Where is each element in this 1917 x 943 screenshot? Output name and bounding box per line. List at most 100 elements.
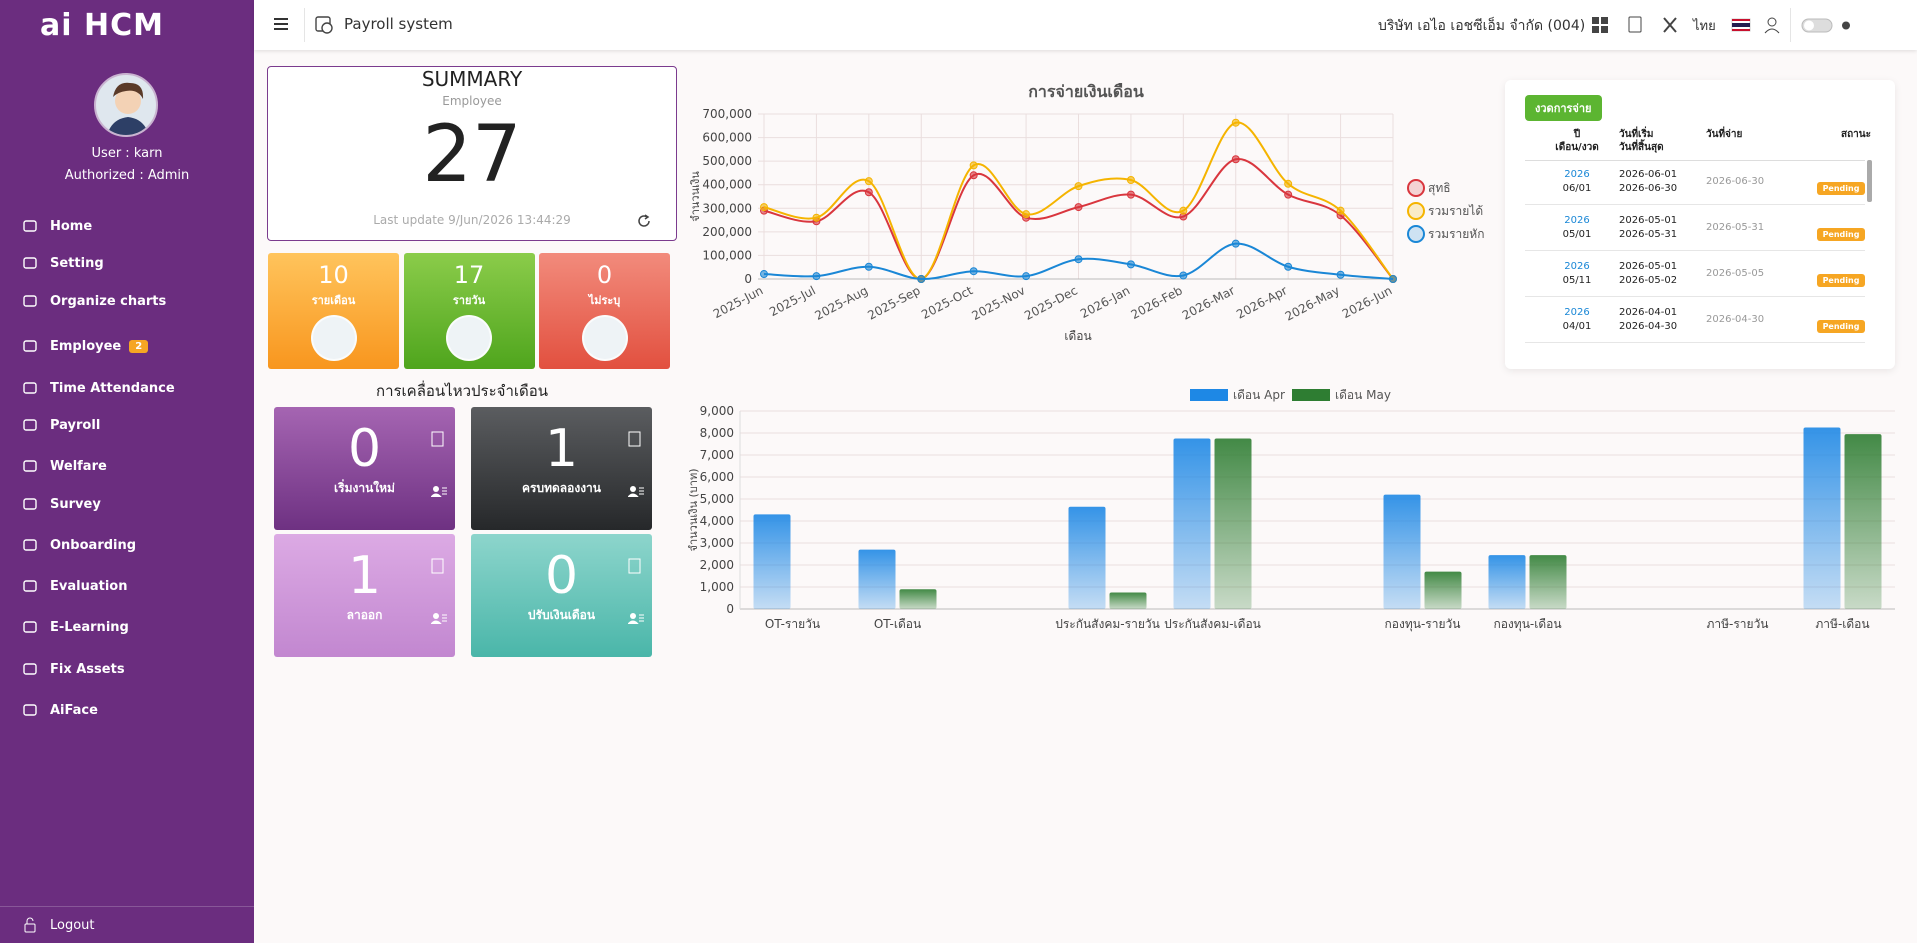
x-tick-label: 2025-Sep (865, 283, 922, 322)
data-point[interactable] (1022, 210, 1031, 219)
doc-icon[interactable] (1628, 16, 1642, 33)
data-point[interactable] (1126, 176, 1135, 184)
menu-item[interactable]: Welfare (22, 454, 107, 478)
bar[interactable] (1844, 434, 1882, 609)
data-point[interactable] (864, 177, 873, 186)
data-point[interactable] (969, 171, 978, 180)
menu-item[interactable]: Organize charts (22, 289, 166, 313)
data-point[interactable] (1284, 262, 1293, 271)
data-point[interactable] (1074, 182, 1083, 191)
company-name[interactable]: บริษัท เอไอ เอชซีเอ็ม จำกัด (004) (1378, 18, 1586, 34)
legend-swatch[interactable] (1407, 202, 1425, 220)
people-icon[interactable] (628, 485, 644, 497)
people-icon[interactable] (628, 612, 644, 624)
data-point[interactable] (1074, 203, 1083, 212)
data-point[interactable] (1022, 272, 1031, 281)
menu-item[interactable]: AiFace (22, 698, 98, 722)
menu-item[interactable]: E-Learning (22, 615, 129, 639)
data-point[interactable] (760, 270, 768, 279)
data-point[interactable] (1126, 190, 1135, 199)
export-icon[interactable] (628, 558, 642, 574)
people-icon[interactable] (431, 612, 447, 624)
bar[interactable] (899, 589, 937, 609)
language[interactable]: ไทย (1693, 19, 1716, 34)
data-point[interactable] (812, 272, 821, 281)
scrollbar[interactable] (1867, 160, 1872, 202)
bar[interactable] (1173, 438, 1211, 610)
legend-label[interactable]: เดือน May (1335, 388, 1391, 402)
data-point[interactable] (969, 267, 978, 276)
data-point[interactable] (1284, 190, 1293, 199)
bar[interactable] (858, 549, 896, 609)
menu-item[interactable]: Evaluation (22, 574, 127, 598)
employee-type-card[interactable]: 10 รายเดือน (268, 253, 399, 369)
menu-item[interactable]: Time Attendance (22, 376, 175, 400)
bar[interactable] (753, 514, 791, 609)
people-icon[interactable] (431, 485, 447, 497)
bar[interactable] (1488, 555, 1526, 609)
menu-item[interactable]: Employee 2 (22, 334, 149, 358)
menu-item[interactable]: Payroll (22, 413, 100, 437)
data-point[interactable] (1336, 206, 1345, 215)
data-point[interactable] (864, 262, 873, 271)
data-point[interactable] (1231, 118, 1240, 127)
data-point[interactable] (1336, 270, 1345, 279)
summary-title: SUMMARY (421, 67, 523, 91)
legend-label[interactable]: สุทธิ (1428, 181, 1451, 196)
user-avatar[interactable] (94, 73, 158, 137)
movement-tile[interactable]: 0 ปรับเงินเดือน (471, 534, 652, 657)
status-badge: Pending (1816, 182, 1866, 195)
data-point[interactable] (1179, 206, 1188, 215)
movement-tile[interactable]: 1 ลาออก (274, 534, 455, 657)
data-point[interactable] (917, 275, 926, 283)
tools-icon[interactable] (1663, 17, 1677, 33)
pay-period-button[interactable]: งวดการจ่าย (1525, 95, 1602, 121)
refresh-button[interactable] (636, 213, 652, 229)
x-tick-label: ประกันสังคม-รายวัน (1055, 617, 1160, 631)
legend-label[interactable]: รวมรายหัก (1428, 227, 1484, 241)
apps-icon[interactable] (1592, 17, 1608, 33)
bar[interactable] (1068, 506, 1106, 609)
data-point[interactable] (864, 188, 873, 197)
export-icon[interactable] (431, 431, 445, 447)
menu-toggle[interactable] (274, 17, 288, 31)
menu-item[interactable]: Home (22, 214, 92, 238)
data-point[interactable] (1179, 271, 1188, 280)
menu-item[interactable]: Fix Assets (22, 657, 125, 681)
logout[interactable]: Logout (22, 913, 95, 937)
export-icon[interactable] (431, 558, 445, 574)
bar[interactable] (1383, 494, 1421, 609)
legend-swatch[interactable] (1190, 389, 1228, 401)
export-icon[interactable] (628, 431, 642, 447)
data-point[interactable] (812, 213, 821, 222)
legend-swatch[interactable] (1407, 179, 1425, 197)
bar[interactable] (1424, 571, 1462, 609)
data-point[interactable] (969, 161, 978, 170)
legend-swatch[interactable] (1292, 389, 1330, 401)
data-point[interactable] (1389, 275, 1397, 283)
bar[interactable] (1529, 555, 1567, 609)
user-icon[interactable] (1767, 17, 1777, 27)
data-point[interactable] (1231, 155, 1240, 164)
menu-item[interactable]: Survey (22, 492, 101, 516)
bar[interactable] (1214, 438, 1252, 610)
menu-item[interactable]: Onboarding (22, 533, 136, 557)
logo[interactable]: ai HCM (40, 8, 164, 43)
legend-swatch[interactable] (1407, 225, 1425, 243)
bar[interactable] (1803, 427, 1841, 610)
movement-tile[interactable]: 1 ครบทดลองงาน (471, 407, 652, 530)
data-point[interactable] (760, 203, 768, 212)
legend-label[interactable]: เดือน Apr (1233, 388, 1285, 402)
data-point[interactable] (1284, 179, 1293, 188)
bar[interactable] (1109, 592, 1147, 610)
menu-label: E-Learning (50, 619, 129, 635)
employee-type-card[interactable]: 17 รายวัน (403, 253, 535, 369)
movement-tile[interactable]: 0 เริ่มงานใหม่ (274, 407, 455, 530)
menu-label: AiFace (50, 702, 98, 718)
data-point[interactable] (1126, 260, 1135, 269)
data-point[interactable] (1231, 239, 1240, 248)
legend-label[interactable]: รวมรายได้ (1428, 204, 1483, 218)
menu-item[interactable]: Setting (22, 251, 104, 275)
data-point[interactable] (1074, 255, 1083, 264)
employee-type-card[interactable]: 0 ไม่ระบุ (539, 253, 670, 369)
